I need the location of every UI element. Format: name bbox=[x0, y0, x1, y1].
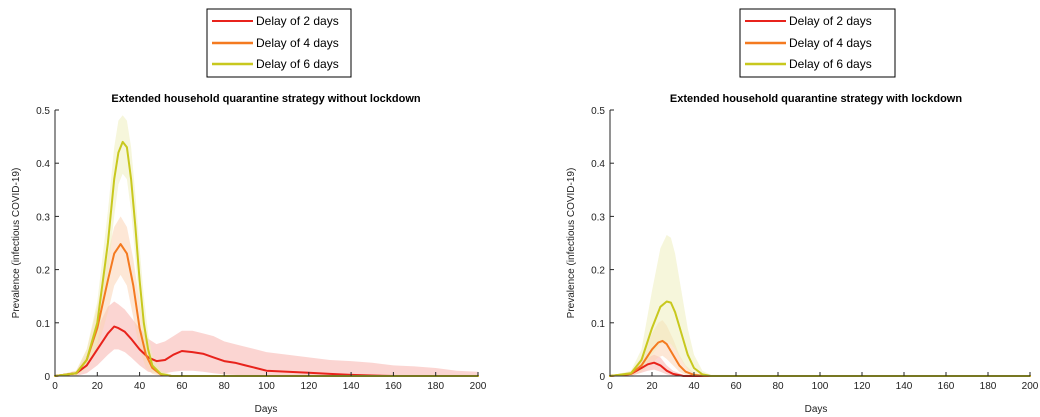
legend-entry-1: Delay of 4 days bbox=[256, 36, 339, 50]
y-tick-label: 0.1 bbox=[591, 319, 605, 330]
x-tick-label: 160 bbox=[385, 381, 402, 392]
series-line-2 bbox=[54, 140, 479, 377]
legend-entry-0: Delay of 2 days bbox=[256, 14, 339, 28]
series-line-2 bbox=[609, 300, 1031, 377]
x-tick-label: 120 bbox=[854, 381, 871, 392]
x-tick-label: 80 bbox=[772, 381, 784, 392]
x-axis-label: Days bbox=[805, 404, 828, 415]
x-axis-label: Days bbox=[255, 404, 278, 415]
x-tick-label: 200 bbox=[1022, 381, 1039, 392]
x-tick-label: 180 bbox=[427, 381, 444, 392]
chart-title: Extended household quarantine strategy w… bbox=[670, 93, 962, 105]
x-tick-label: 80 bbox=[219, 381, 231, 392]
x-tick-label: 0 bbox=[52, 381, 58, 392]
x-tick-label: 140 bbox=[896, 381, 913, 392]
y-tick-label: 0.1 bbox=[36, 319, 50, 330]
chart-left: Delay of 2 days Delay of 4 days Delay of… bbox=[11, 8, 487, 415]
y-tick-label: 0 bbox=[44, 372, 50, 383]
x-tick-label: 140 bbox=[343, 381, 360, 392]
x-tick-label: 120 bbox=[300, 381, 317, 392]
legend-entry-1: Delay of 4 days bbox=[789, 36, 872, 50]
legend-entry-2: Delay of 6 days bbox=[789, 57, 872, 71]
x-tick-label: 0 bbox=[607, 381, 613, 392]
legend-left: Delay of 2 days Delay of 4 days Delay of… bbox=[206, 8, 352, 78]
y-tick-label: 0.2 bbox=[591, 266, 605, 277]
x-tick-label: 100 bbox=[258, 381, 275, 392]
legend-entry-0: Delay of 2 days bbox=[789, 14, 872, 28]
confidence-band-1 bbox=[55, 216, 478, 376]
x-tick-label: 40 bbox=[134, 381, 146, 392]
y-tick-label: 0.4 bbox=[36, 159, 50, 170]
legend-entry-2: Delay of 6 days bbox=[256, 57, 339, 71]
x-tick-label: 200 bbox=[470, 381, 487, 392]
y-tick-label: 0.5 bbox=[36, 106, 50, 117]
y-tick-label: 0.4 bbox=[591, 159, 605, 170]
y-axis-label: Prevalence (infectious COVID-19) bbox=[11, 168, 22, 319]
x-tick-label: 160 bbox=[938, 381, 955, 392]
x-tick-label: 180 bbox=[980, 381, 997, 392]
chart-title: Extended household quarantine strategy w… bbox=[111, 93, 421, 105]
plot-area-right: 0 20 40 60 80 100 120 140 160 180 200 0 0.1 0.2 0.3 0.4… bbox=[591, 106, 1039, 392]
x-tick-label: 100 bbox=[812, 381, 829, 392]
plot-area-left: 0 20 40 60 80 100 120 140 160 180 200 0 0.1 0.2 0.3 0.4… bbox=[36, 106, 487, 392]
x-tick-label: 60 bbox=[730, 381, 742, 392]
y-tick-label: 0.3 bbox=[591, 212, 605, 223]
x-tick-label: 20 bbox=[92, 381, 104, 392]
y-tick-label: 0.3 bbox=[36, 212, 50, 223]
y-tick-label: 0 bbox=[599, 372, 605, 383]
y-axis-label: Prevalence (infectious COVID-19) bbox=[566, 168, 577, 319]
y-tick-label: 0.5 bbox=[591, 106, 605, 117]
legend-right: Delay of 2 days Delay of 4 days Delay of… bbox=[739, 8, 896, 78]
x-tick-label: 60 bbox=[176, 381, 188, 392]
chart-right: Delay of 2 days Delay of 4 days Delay of… bbox=[566, 8, 1039, 415]
x-tick-label: 40 bbox=[688, 381, 700, 392]
x-tick-label: 20 bbox=[646, 381, 658, 392]
confidence-band-0 bbox=[55, 301, 478, 376]
y-tick-label: 0.2 bbox=[36, 266, 50, 277]
